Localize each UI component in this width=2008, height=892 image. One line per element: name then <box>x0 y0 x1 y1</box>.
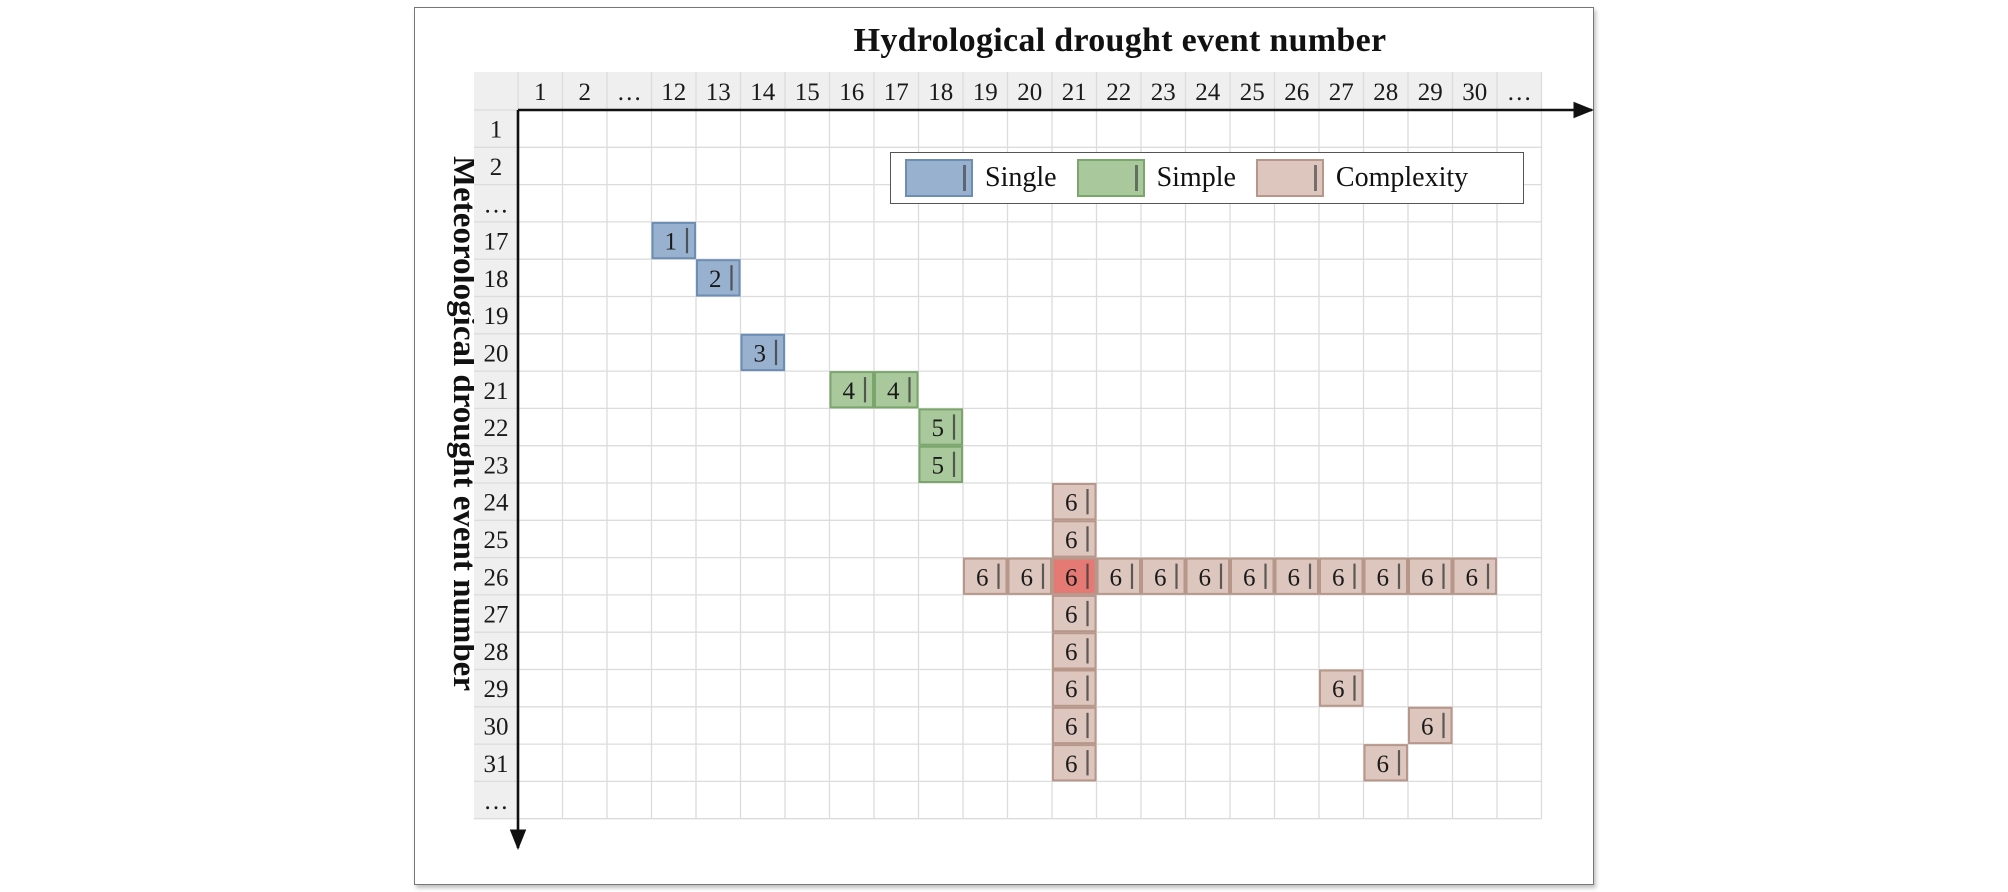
event-cell-label: 6 <box>1154 564 1167 591</box>
column-tick-label: 21 <box>1062 79 1087 106</box>
row-tick-label: 19 <box>484 303 509 330</box>
row-tick-label: 18 <box>484 266 509 293</box>
event-cell-label: 6 <box>1065 602 1078 629</box>
column-tick-label: 1 <box>534 79 547 106</box>
legend-label-complexity: Complexity <box>1335 162 1469 193</box>
column-tick-label: 27 <box>1329 79 1354 106</box>
column-tick-label: 25 <box>1240 79 1265 106</box>
row-tick-label: 29 <box>484 676 509 703</box>
event-cell-label: 5 <box>932 452 945 479</box>
row-tick-label: 23 <box>484 452 509 479</box>
event-cell-label: 2 <box>709 266 722 293</box>
event-cell-label: 6 <box>1021 564 1034 591</box>
event-cell-label: 6 <box>1466 564 1479 591</box>
legend-label-single: Single <box>985 162 1057 193</box>
row-tick-label: 25 <box>484 527 509 554</box>
event-cell-label: 6 <box>1065 639 1078 666</box>
column-tick-label: 28 <box>1373 79 1398 106</box>
event-cell-label: 6 <box>1199 564 1212 591</box>
row-tick-label: 2 <box>490 154 503 181</box>
event-cell-label: 4 <box>887 378 900 405</box>
row-tick-label: 26 <box>484 564 509 591</box>
column-tick-label: 22 <box>1106 79 1131 106</box>
row-tick-label: 24 <box>484 490 510 517</box>
legend-item-simple: Simple <box>1076 159 1236 197</box>
event-cell-label: 6 <box>1065 676 1078 703</box>
legend-label-simple: Simple <box>1156 162 1236 193</box>
event-cell-label: 6 <box>1421 713 1434 740</box>
event-cell-label: 6 <box>1065 751 1078 778</box>
event-cell-label: 6 <box>1288 564 1301 591</box>
row-tick-label: 1 <box>490 117 503 144</box>
row-tick-label: … <box>484 191 509 218</box>
row-tick-label: 30 <box>484 713 509 740</box>
row-tick-label: 20 <box>484 340 509 367</box>
event-cell-label: 5 <box>932 415 945 442</box>
column-tick-label: 17 <box>884 79 909 106</box>
event-cell-label: 6 <box>1332 564 1345 591</box>
row-tick-label: 17 <box>484 229 509 256</box>
column-tick-label: 29 <box>1418 79 1443 106</box>
column-tick-label: 15 <box>795 79 820 106</box>
event-cell-label: 3 <box>754 340 767 367</box>
column-tick-label: 24 <box>1195 79 1221 106</box>
legend: Single Simple Complexity <box>890 152 1524 204</box>
column-tick-label: 2 <box>579 79 592 106</box>
event-cell-label: 6 <box>1065 713 1078 740</box>
column-tick-label: 20 <box>1017 79 1042 106</box>
column-tick-label: 14 <box>750 79 776 106</box>
x-axis-title: Hydrological drought event number <box>853 22 1387 59</box>
legend-item-single: Single <box>905 159 1057 197</box>
column-tick-label: 19 <box>973 79 998 106</box>
event-cell-label: 6 <box>1243 564 1256 591</box>
row-tick-label: 21 <box>484 378 509 405</box>
column-tick-label: … <box>617 79 642 106</box>
legend-item-complexity: Complexity <box>1255 159 1469 197</box>
row-tick-label: 28 <box>484 639 509 666</box>
column-tick-label: 30 <box>1462 79 1487 106</box>
column-tick-label: 12 <box>661 79 686 106</box>
event-cell-label: 4 <box>843 378 856 405</box>
column-tick-label: 16 <box>839 79 864 106</box>
event-cell-label: 6 <box>1065 564 1078 591</box>
column-tick-label: 23 <box>1151 79 1176 106</box>
event-cell-label: 6 <box>1332 676 1345 703</box>
event-cell-label: 6 <box>1377 751 1390 778</box>
event-cell-label: 6 <box>976 564 989 591</box>
legend-swatch-single <box>905 159 973 197</box>
row-tick-label: 31 <box>484 751 509 778</box>
legend-swatch-complexity <box>1255 159 1324 197</box>
row-tick-label: 27 <box>484 602 509 629</box>
event-cell-label: 6 <box>1421 564 1434 591</box>
event-cell-label: 6 <box>1110 564 1123 591</box>
column-tick-label: 26 <box>1284 79 1309 106</box>
event-cell-label: 6 <box>1065 490 1078 517</box>
column-tick-label: … <box>1507 79 1532 106</box>
column-tick-label: 18 <box>928 79 953 106</box>
legend-swatch-simple <box>1076 159 1145 197</box>
row-tick-label: 22 <box>484 415 509 442</box>
event-cell-label: 6 <box>1377 564 1390 591</box>
column-tick-label: 13 <box>706 79 731 106</box>
event-cell-label: 1 <box>665 229 678 256</box>
event-cell-label: 6 <box>1065 527 1078 554</box>
row-tick-label: … <box>484 788 509 815</box>
